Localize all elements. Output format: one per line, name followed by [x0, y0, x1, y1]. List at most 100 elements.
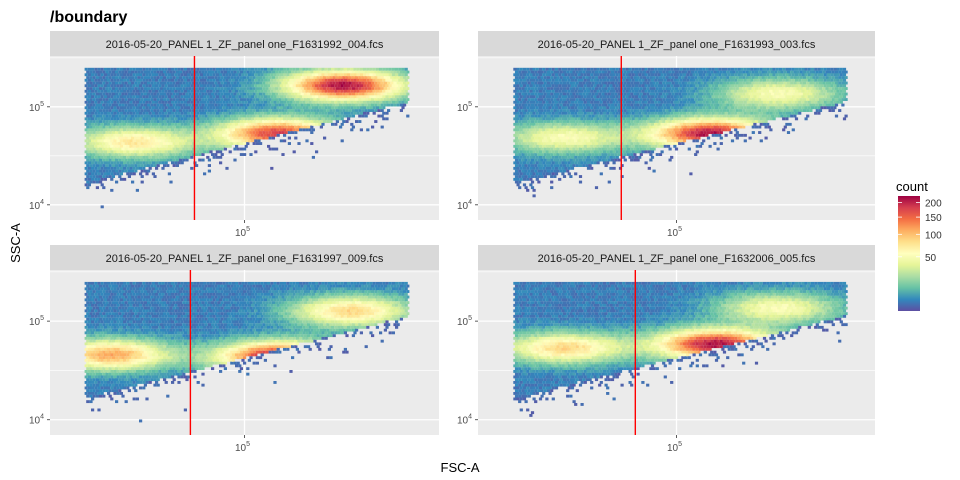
hexbin-cell: [550, 131, 554, 134]
hexbin-cell: [217, 120, 221, 123]
hexbin-cell: [262, 131, 266, 134]
hexbin-cell: [593, 67, 597, 71]
hexbin-cell: [630, 131, 634, 134]
hexbin-cell: [107, 111, 111, 115]
hexbin-cell: [204, 147, 208, 151]
hexbin-cell: [366, 78, 370, 82]
hexbin-cell: [271, 103, 275, 107]
hexbin-cell: [289, 78, 293, 82]
hexbin-cell: [310, 125, 314, 129]
hexbin-cell: [188, 114, 192, 118]
hexbin-cell: [558, 177, 562, 181]
hexbin-cell: [617, 120, 621, 123]
hexbin-cell: [524, 98, 528, 101]
hexbin-cell: [273, 128, 277, 132]
hexbin-cell: [566, 153, 570, 156]
hexbin-cell: [97, 161, 101, 165]
hexbin-cell: [630, 125, 634, 129]
hexbin-cell: [382, 106, 386, 110]
hexbin-cell: [191, 103, 195, 107]
hexbin-cell: [209, 106, 213, 110]
hexbin-cell: [113, 172, 117, 176]
hexbin-cell: [562, 136, 567, 140]
hexbin-cell: [103, 106, 107, 110]
hexbin-cell: [94, 155, 98, 159]
hexbin-cell: [356, 67, 360, 71]
hexbin-cell: [614, 147, 618, 151]
hexbin-cell: [260, 106, 264, 110]
hexbin-cell: [518, 169, 522, 173]
hexbin-cell: [233, 70, 237, 74]
hexbin-cell: [196, 122, 200, 126]
hexbin-cell: [662, 131, 666, 134]
hexbin-cell: [363, 100, 367, 104]
hexbin-cell: [358, 103, 362, 107]
hexbin-cell: [139, 133, 143, 137]
hexbin-cell: [638, 155, 642, 159]
hexbin-cell: [97, 111, 101, 115]
hexbin-cell: [92, 109, 96, 112]
hexbin-cell: [123, 95, 127, 99]
hexbin-cell: [574, 122, 578, 126]
hexbin-cell: [586, 67, 591, 71]
hexbin-cell: [396, 103, 400, 107]
hexbin-cell: [292, 111, 296, 115]
hexbin-cell: [553, 109, 557, 112]
hexbin-cell: [380, 87, 384, 90]
hexbin-cell: [366, 106, 370, 110]
hexbin-cell: [324, 106, 328, 110]
hexbin-cell: [169, 76, 173, 79]
hexbin-cell: [366, 67, 370, 71]
hexbin-cell: [239, 103, 243, 107]
hexbin-cell: [172, 114, 176, 118]
hexbin-cell: [382, 111, 386, 115]
hexbin-cell: [262, 136, 266, 140]
hexbin-cell: [284, 125, 288, 129]
hexbin-cell: [513, 172, 517, 176]
hexbin-cell: [116, 139, 120, 143]
hexbin-cell: [337, 84, 341, 88]
hexbin-cell: [318, 122, 322, 126]
hexbin-cell: [657, 100, 661, 104]
hexbin-cell: [84, 89, 88, 93]
hexbin-cell: [361, 76, 365, 79]
hexbin-cell: [206, 100, 210, 104]
hexbin-cell: [559, 92, 563, 96]
hexbin-cell: [526, 106, 530, 110]
hexbin-cell: [246, 92, 250, 96]
hexbin-cell: [553, 76, 557, 79]
hexbin-cell: [331, 73, 335, 77]
hexbin-cell: [89, 131, 93, 134]
hexbin-cell: [578, 175, 583, 178]
hexbin-cell: [634, 73, 639, 77]
hexbin-cell: [602, 122, 607, 126]
hexbin-cell: [147, 158, 151, 162]
hexbin-cell: [100, 117, 104, 121]
hexbin-cell: [111, 142, 115, 145]
hexbin-cell: [278, 92, 282, 96]
hexbin-cell: [657, 84, 661, 88]
hexbin-cell: [86, 109, 90, 112]
hexbin-cell: [652, 120, 656, 123]
hexbin-cell: [228, 84, 232, 88]
hexbin-cell: [395, 73, 399, 77]
hexbin-cell: [126, 117, 130, 121]
hexbin-cell: [228, 133, 232, 137]
hexbin-cell: [278, 76, 282, 79]
hexbin-cell: [86, 142, 90, 145]
hexbin-cell: [650, 73, 655, 77]
hexbin-cell: [211, 92, 215, 96]
hexbin-cell: [92, 175, 96, 178]
hexbin-cell: [246, 142, 250, 145]
hexbin-cell: [607, 120, 611, 123]
hexbin-cell: [270, 133, 274, 137]
hexbin-cell: [593, 150, 597, 154]
hexbin-cell: [97, 89, 101, 93]
hexbin-cell: [87, 89, 91, 93]
hexbin-cell: [161, 73, 165, 77]
hexbin-cell: [631, 139, 635, 143]
hexbin-cell: [599, 128, 603, 132]
y-tick-label: 104: [29, 199, 44, 212]
hexbin-cell: [185, 109, 189, 112]
hexbin-cell: [289, 95, 293, 99]
